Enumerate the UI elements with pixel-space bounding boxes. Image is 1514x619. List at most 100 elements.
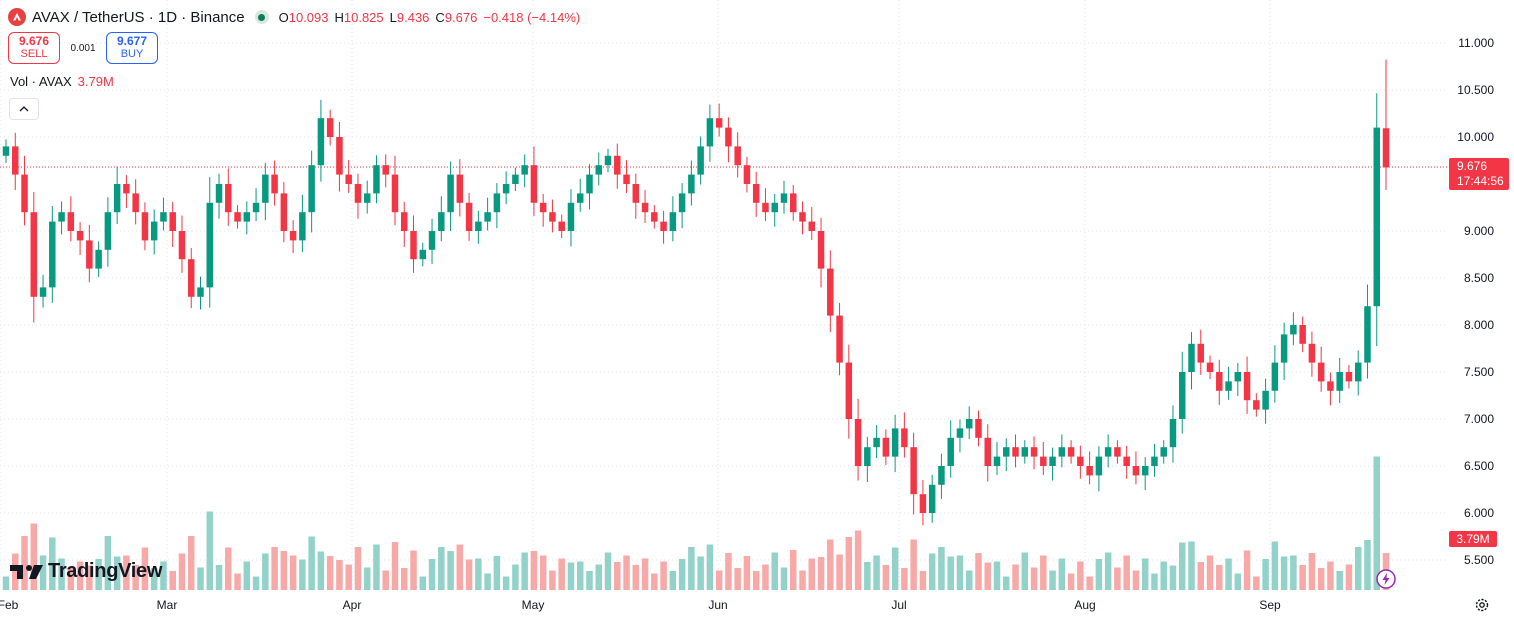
open-value: 10.093: [288, 9, 329, 25]
candle-body: [391, 174, 399, 213]
volume-bar: [187, 536, 195, 590]
chart-legend: AVAX / TetherUS · 1D · Binance O10.093 H…: [8, 6, 580, 28]
volume-bar: [771, 552, 778, 590]
volume-bar: [1114, 567, 1121, 590]
volume-bar: [1104, 552, 1112, 590]
volume-bar: [891, 547, 899, 590]
candle-body: [141, 212, 149, 241]
gear-icon[interactable]: [1474, 597, 1490, 613]
volume-legend: Vol · AVAX 3.79M: [10, 74, 114, 89]
time-axis-tick: Apr: [342, 598, 362, 612]
volume-bar: [1327, 561, 1334, 590]
volume-bar: [123, 555, 130, 590]
candle-body: [1327, 381, 1334, 391]
volume-bar: [447, 551, 454, 590]
candle-body: [558, 221, 565, 231]
candle-body: [928, 484, 936, 513]
volume-bar: [975, 553, 982, 590]
volume-bar: [336, 560, 343, 590]
volume-bar: [1262, 559, 1269, 590]
candle-body: [21, 174, 28, 213]
spread-value: 0.001: [70, 42, 96, 54]
candle-body: [447, 174, 454, 213]
candle-body: [817, 231, 825, 269]
candle-body: [623, 174, 630, 184]
volume-bar: [1003, 576, 1010, 590]
sell-label: SELL: [20, 48, 48, 60]
candle-body: [706, 118, 714, 147]
candle-body: [512, 174, 519, 184]
candle-body: [539, 202, 547, 213]
last-price: 9.676: [1457, 159, 1488, 173]
candle-body: [438, 212, 445, 231]
volume-bar: [1030, 567, 1038, 590]
price-axis-tick: 11.000: [1458, 36, 1494, 50]
volume-bar: [539, 555, 547, 590]
volume-bar: [1188, 541, 1195, 590]
candle-body: [1373, 127, 1380, 307]
open-key: O: [278, 9, 289, 25]
candle-body: [882, 437, 890, 457]
market-status-icon[interactable]: [254, 10, 269, 24]
candle-body: [30, 212, 38, 297]
volume-label[interactable]: Vol · AVAX: [10, 74, 72, 89]
collapse-legend-button[interactable]: [9, 98, 39, 120]
volume-bar: [104, 536, 112, 590]
buy-price: 9.677: [116, 34, 148, 48]
candle-body: [845, 362, 853, 419]
close-key: C: [435, 9, 445, 25]
candle-body: [827, 268, 834, 316]
high-value: 10.825: [343, 9, 384, 25]
volume-bar: [808, 558, 816, 590]
candle-body: [1280, 334, 1288, 363]
candle-body: [576, 193, 584, 203]
lightning-icon[interactable]: [1376, 569, 1396, 589]
candle-body: [104, 212, 112, 250]
volume-bar: [1280, 556, 1288, 590]
low-key: L: [389, 9, 397, 25]
candle-body: [243, 212, 251, 222]
candle-body: [1021, 447, 1029, 457]
volume-bar: [1206, 555, 1214, 590]
candle-body: [382, 165, 389, 175]
candle-body: [1364, 306, 1371, 363]
tradingview-logo-icon: [10, 564, 43, 579]
symbol-title[interactable]: AVAX / TetherUS · 1D · Binance: [32, 8, 245, 26]
candle-body: [725, 127, 732, 147]
candle-body: [1104, 447, 1112, 457]
candle-body: [697, 146, 704, 175]
sell-button[interactable]: 9.676 SELL: [8, 32, 60, 64]
candle-body: [1030, 447, 1038, 457]
tradingview-logo[interactable]: TradingView: [10, 560, 162, 583]
buy-button[interactable]: 9.677 BUY: [106, 32, 158, 64]
volume-bar: [660, 561, 667, 590]
volume-bar: [326, 556, 334, 590]
volume-bar: [827, 539, 834, 590]
candle-body: [178, 231, 186, 260]
volume-bar: [401, 568, 408, 590]
volume-bar: [1308, 553, 1316, 590]
volume-bar: [289, 555, 297, 590]
candle-body: [864, 447, 871, 466]
volume-bar: [12, 553, 19, 590]
candle-body: [1197, 343, 1205, 363]
bar-countdown: 17:44:56: [1457, 174, 1504, 188]
volume-bar: [586, 571, 593, 590]
candle-body: [1077, 456, 1084, 466]
volume-bar: [1373, 456, 1380, 590]
candle-body: [688, 174, 695, 194]
sell-price: 9.676: [18, 34, 50, 48]
price-axis-tick: 10.000: [1457, 130, 1494, 144]
volume-bar: [1290, 555, 1297, 590]
candle-body: [225, 184, 232, 213]
volume-bar: [1234, 573, 1242, 590]
candle-body: [1253, 400, 1260, 410]
volume-bar: [947, 556, 954, 590]
volume-bar: [882, 565, 890, 590]
volume-bar: [1141, 558, 1149, 590]
volume-bar: [215, 565, 223, 590]
candle-body: [715, 118, 723, 128]
volume-bar: [688, 547, 695, 590]
volume-bar: [382, 570, 389, 590]
